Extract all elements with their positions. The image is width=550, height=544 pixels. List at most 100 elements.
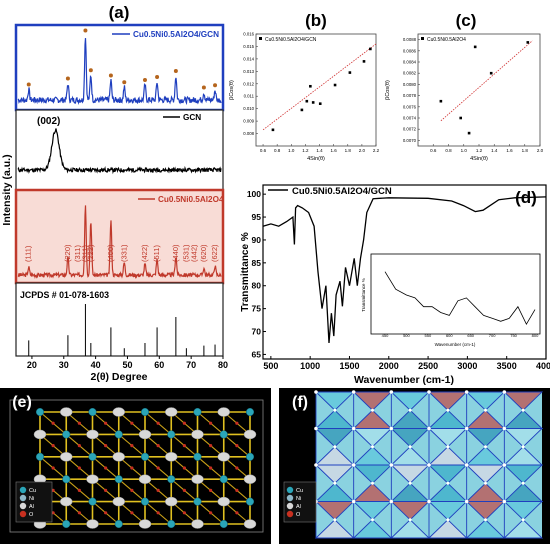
atom-cu-2-2: [88, 452, 97, 461]
panel-a-xtick-label-5: 70: [186, 360, 196, 370]
atom-cu-2-8: [245, 452, 255, 461]
spinel-xrd-trace: [17, 205, 222, 280]
b-point-9: [369, 47, 372, 51]
c-point-0: [439, 99, 443, 103]
polyhedron-face-70: [390, 464, 431, 484]
atom-o-3-5: [182, 488, 186, 492]
atom-cu-1-5: [167, 430, 176, 439]
oxygen-vertex-13: [389, 390, 394, 394]
c-xtick-label-3: 1.2: [476, 148, 483, 153]
polyhedron-face-80: [465, 464, 506, 484]
panel-d-ytick-label-2: 75: [252, 304, 262, 314]
c-point-5: [526, 41, 530, 44]
b-point-2: [305, 99, 309, 103]
atom-o-4-3: [130, 511, 134, 515]
atom-al-1-2: [86, 429, 99, 440]
atom-cu-1-1: [62, 430, 71, 439]
b-ytick-label-2: 0.010: [243, 106, 254, 111]
atom-al-3-6: [191, 474, 204, 484]
oxygen-vertex-28: [502, 390, 507, 394]
oxygen-vertex-43: [389, 426, 394, 431]
panel-b-xlabel: 4Sin(θ): [307, 156, 325, 162]
ftir-inset-trace: [384, 271, 536, 326]
atom-o-2-3: [130, 466, 134, 470]
atom-o-0-6: [209, 421, 213, 425]
polyhedron-face-40: [390, 428, 431, 448]
oxygen-vertex-119: [521, 518, 525, 522]
polyhedron-face-106: [427, 519, 468, 539]
oxygen-vertex-14: [408, 408, 412, 412]
polyhedron-face-25: [503, 391, 544, 411]
panel-c-label: (c): [456, 11, 477, 30]
oxygen-vertex-114: [484, 518, 487, 522]
atom-o-0-0: [51, 421, 55, 425]
panel-f-polyhedra: [314, 390, 544, 539]
panel-d-ytick-label-6: 95: [252, 212, 262, 222]
spinel-miller-indices: (111) (220) (311)(311)(222) (400) (331) (422)…: [24, 244, 219, 262]
panel-f-legend: Cu Ni Al O: [283, 481, 317, 523]
atom-al-4-3: [112, 496, 125, 507]
oxygen-vertex-63: [314, 463, 318, 467]
c-ytick-label-2: 0.0074: [403, 116, 417, 121]
panel-d-xtick-label-3: 2000: [379, 361, 399, 371]
inset-xtick-label-4: 650: [467, 333, 474, 338]
panel-f-label: (f): [292, 394, 308, 411]
composite-peak-marker-4: [108, 73, 113, 78]
inset-xtick-label-2: 550: [425, 333, 432, 338]
c-linear-fit: [440, 40, 533, 122]
panel-a: (a) Cu0.5Ni0.5Al2O4/GCN GCN (002) Cu0.5N…: [1, 3, 228, 383]
c-ytick-label-4: 0.0078: [403, 93, 417, 98]
b-xtick-label-5: 1.6: [331, 148, 338, 153]
composite-peak-marker-5: [122, 80, 127, 85]
atom-al-2-1: [60, 452, 73, 462]
b-ytick-label-7: 0.015: [243, 44, 254, 49]
oxygen-vertex-48: [427, 426, 431, 431]
oxygen-vertex-118: [502, 499, 507, 504]
panel-e-unit-cell: [9, 399, 264, 533]
legend-f-o-label: O: [296, 512, 301, 518]
panel-d-ytick-label-1: 70: [252, 327, 262, 337]
atom-cu-5-5: [167, 519, 176, 529]
polyhedron-face-90: [314, 501, 355, 521]
c-ytick-label-1: 0.0072: [403, 127, 417, 132]
atom-cu-0-2: [88, 407, 97, 417]
gcn-legend-text: GCN: [183, 113, 201, 122]
atom-o-1-1: [77, 444, 81, 448]
oxygen-vertex-59: [521, 445, 525, 449]
oxygen-vertex-24: [484, 408, 487, 412]
atom-cu-0-8: [245, 407, 255, 417]
atom-o-3-3: [130, 488, 134, 492]
panel-e-label: (e): [12, 394, 32, 411]
ftir-trace: [262, 196, 547, 344]
composite-peak-marker-8: [173, 69, 178, 73]
panel-b-legend-marker: [259, 37, 262, 40]
panel-b-marks: 0.6 0.8 1.0 1.2 1.4 1.6 1.8 2.0 2.2 0.008 0.009 0.0…: [243, 32, 379, 154]
atom-o-2-5: [182, 466, 186, 470]
b-ytick-label-3: 0.011: [244, 94, 255, 99]
oxygen-vertex-113: [464, 499, 469, 504]
atom-o-2-7: [235, 466, 239, 470]
inset-xtick-label-1: 500: [403, 333, 410, 338]
panel-e-ball-stick-lattice: [33, 407, 257, 529]
oxygen-vertex-9: [371, 408, 374, 412]
atom-cu-4-8: [245, 497, 255, 506]
miller-index-10: (531): [181, 244, 190, 262]
oxygen-vertex-38: [351, 426, 356, 431]
panel-a-xtick-label-4: 60: [154, 360, 164, 370]
b-xtick-label-0: 0.6: [260, 148, 267, 153]
atom-o-2-6: [209, 466, 213, 470]
composite-peak-marker-9: [201, 85, 206, 90]
panel-a-xtick-label-6: 80: [218, 360, 228, 370]
oxygen-vertex-3: [314, 390, 318, 394]
polyhedron-face-60: [314, 464, 355, 484]
c-xtick-label-7: 2.0: [537, 148, 544, 153]
miller-index-0: (111): [24, 245, 33, 262]
oxygen-vertex-68: [351, 463, 356, 467]
composite-peak-marker-6: [142, 78, 147, 82]
c-xtick-label-4: 1.4: [491, 148, 498, 153]
legend-cu-swatch: [19, 486, 27, 494]
legend-o-swatch: [19, 510, 27, 518]
atom-al-1-0: [33, 429, 47, 440]
oxygen-vertex-18: [427, 390, 431, 394]
panel-d: (d) Cu0.5Ni0.5Al2O4/GCN 500 1000 1500 2000 2…: [240, 184, 550, 386]
